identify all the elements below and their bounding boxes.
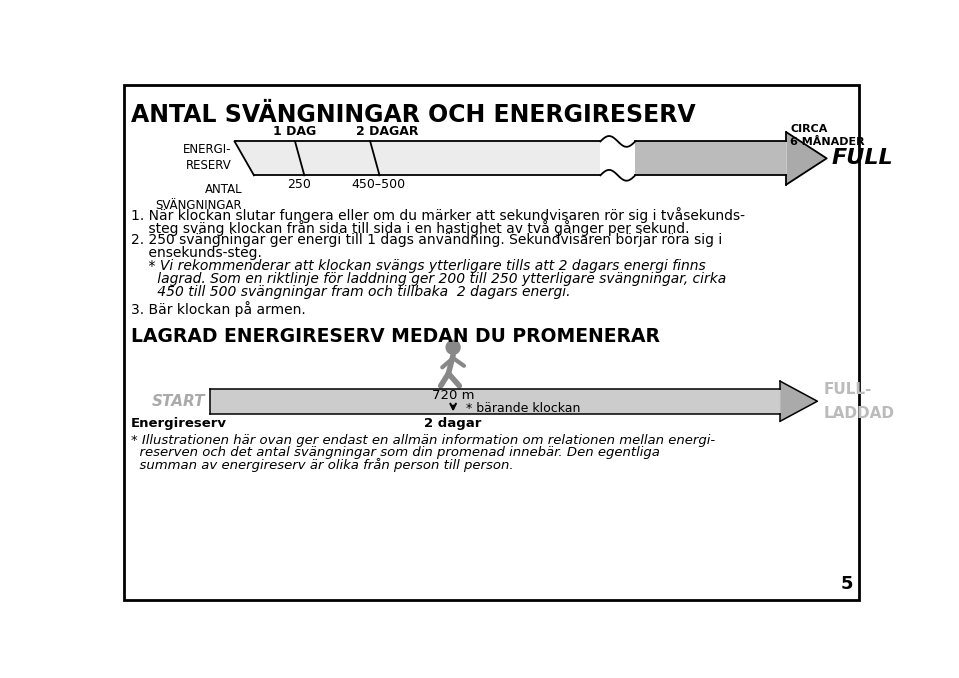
Text: steg sväng klockan från sida till sida i en hastighet av två gånger per sekund.: steg sväng klockan från sida till sida i…	[130, 220, 690, 236]
Text: * Illustrationen här ovan ger endast en allmän information om relationen mellan : * Illustrationen här ovan ger endast en …	[130, 433, 714, 447]
Text: START: START	[152, 394, 205, 409]
Text: * bärande klockan: * bärande klockan	[465, 403, 580, 416]
Polygon shape	[210, 389, 781, 414]
Text: ensekunds-steg.: ensekunds-steg.	[130, 246, 262, 260]
Text: CIRCA
6 MÅNADER: CIRCA 6 MÅNADER	[790, 125, 865, 147]
Text: ANTAL
SVÄNGNINGAR: ANTAL SVÄNGNINGAR	[155, 183, 243, 212]
Text: 1 DAG: 1 DAG	[273, 125, 316, 138]
Text: 450 till 500 svängningar fram och tillbaka  2 dagars energi.: 450 till 500 svängningar fram och tillba…	[130, 285, 571, 300]
Text: Energireserv: Energireserv	[130, 416, 226, 430]
Text: * Vi rekommenderar att klockan svängs ytterligare tills att 2 dagars energi finn: * Vi rekommenderar att klockan svängs yt…	[130, 259, 706, 273]
Polygon shape	[786, 132, 827, 184]
Text: lagrad. Som en riktlinje för laddning ger 200 till 250 ytterligare svängningar, : lagrad. Som en riktlinje för laddning ge…	[130, 273, 726, 286]
Circle shape	[446, 340, 460, 354]
Text: reserven och det antal svängningar som din promenad innebär. Den egentliga: reserven och det antal svängningar som d…	[130, 446, 660, 459]
Text: 3. Bär klockan på armen.: 3. Bär klockan på armen.	[130, 301, 306, 317]
Text: 450–500: 450–500	[351, 178, 405, 191]
Text: 2. 250 svängningar ger energi till 1 dags användning. Sekundvisaren börjar röra : 2. 250 svängningar ger energi till 1 dag…	[130, 233, 722, 247]
Text: 250: 250	[287, 178, 311, 191]
Polygon shape	[781, 381, 817, 421]
Text: LAGRAD ENERGIRESERV MEDAN DU PROMENERAR: LAGRAD ENERGIRESERV MEDAN DU PROMENERAR	[130, 327, 660, 346]
Text: 720 m: 720 m	[432, 389, 475, 402]
Text: summan av energireserv är olika från person till person.: summan av energireserv är olika från per…	[130, 458, 513, 472]
Text: 5: 5	[840, 575, 853, 593]
Text: 2 dagar: 2 dagar	[425, 416, 481, 430]
Polygon shape	[635, 142, 786, 176]
Text: FULL-: FULL-	[824, 382, 872, 397]
Text: ANTAL SVÄNGNINGAR OCH ENERGIRESERV: ANTAL SVÄNGNINGAR OCH ENERGIRESERV	[130, 103, 695, 127]
Text: 1. När klockan slutar fungera eller om du märker att sekundvisaren rör sig i två: 1. När klockan slutar fungera eller om d…	[130, 207, 745, 223]
Text: FULL: FULL	[831, 148, 893, 168]
Text: 2 DAGAR: 2 DAGAR	[356, 125, 419, 138]
Polygon shape	[235, 142, 600, 176]
Text: ENERGI-
RESERV: ENERGI- RESERV	[183, 143, 231, 172]
Text: LADDAD: LADDAD	[824, 406, 895, 421]
